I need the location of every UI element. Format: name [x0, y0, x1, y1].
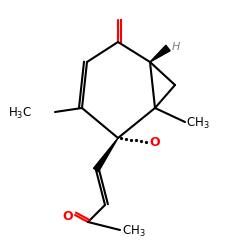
Text: $\mathregular{CH_3}$: $\mathregular{CH_3}$ [122, 224, 146, 238]
Text: $\mathregular{CH_3}$: $\mathregular{CH_3}$ [186, 116, 210, 130]
Text: O: O [149, 136, 160, 148]
Polygon shape [150, 45, 170, 62]
Text: $\mathregular{H_3C}$: $\mathregular{H_3C}$ [8, 106, 32, 120]
Text: H: H [172, 42, 180, 52]
Text: O: O [62, 210, 72, 222]
Polygon shape [94, 138, 118, 172]
